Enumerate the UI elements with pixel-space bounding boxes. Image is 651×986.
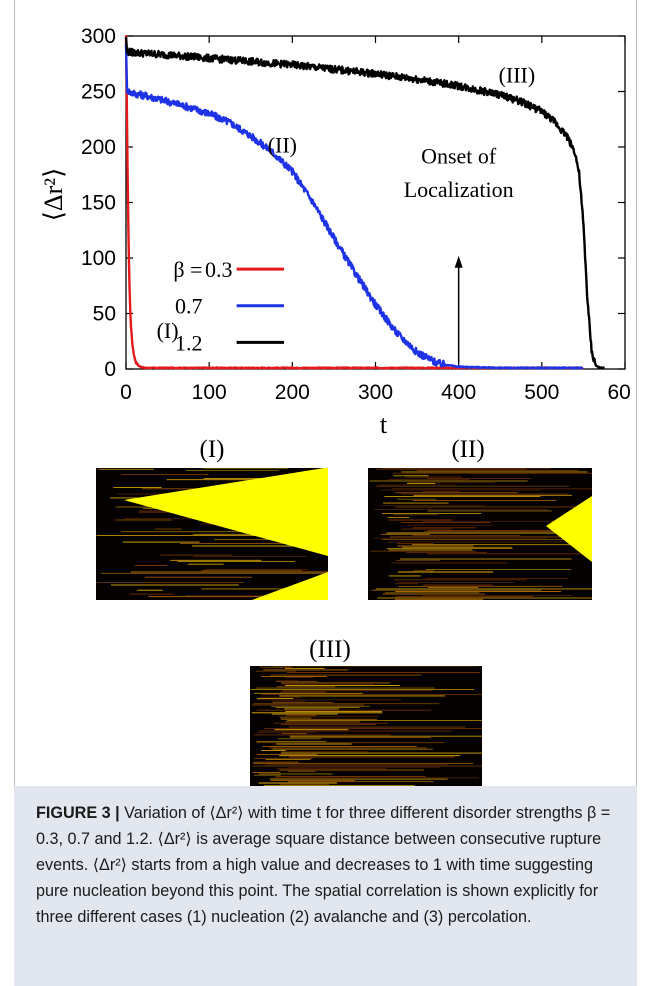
- nucleation-triangle-lower: [252, 572, 328, 600]
- annotation-line-2: Localization: [404, 177, 514, 202]
- legend-label-0.3: 0.3: [205, 257, 233, 282]
- x-tick-label: 400: [441, 381, 476, 404]
- x-tick-label: 100: [192, 381, 227, 404]
- main-chart: 0 100 200 300 400 500 600 0 50 100 150 200 250 300 t ⟨Δ…: [40, 25, 630, 438]
- curve-label-2: (II): [268, 133, 297, 158]
- series-line-1.2: [124, 36, 605, 370]
- avalanche-triangle: [546, 496, 592, 562]
- panel-avalanche: [368, 468, 592, 600]
- nucleation-triangle: [124, 468, 328, 556]
- panel-label-2: (II): [451, 436, 485, 463]
- y-tick-label: 150: [81, 192, 116, 215]
- panel-percolation: [250, 666, 482, 798]
- caption-text: Variation of ⟨Δr²⟩ with time t for three…: [36, 804, 611, 926]
- y-tick-label: 100: [81, 247, 116, 270]
- y-tick-label: 0: [104, 358, 116, 381]
- legend-label-1.2: 1.2: [175, 330, 203, 355]
- page-frame: [14, 0, 637, 986]
- y-tick-label: 250: [81, 81, 116, 104]
- y-tick-label: 50: [93, 303, 116, 326]
- plot-frame: [125, 35, 626, 370]
- y-axis-label: ⟨Δr²⟩: [40, 168, 68, 221]
- x-tick-label: 200: [275, 381, 310, 404]
- panel-label-3: (III): [309, 636, 351, 663]
- panel-percolation-image: [250, 666, 482, 798]
- curve-label-1: (I): [157, 318, 179, 343]
- panel-nucleation: [96, 468, 328, 600]
- caption-figure-label: FIGURE 3 |: [36, 804, 120, 822]
- x-tick-label: 300: [358, 381, 393, 404]
- x-tick-label: 600: [607, 381, 630, 404]
- panel-avalanche-image: [368, 468, 592, 600]
- y-tick-label: 300: [81, 25, 116, 48]
- annotation-line-1: Onset of: [421, 144, 497, 169]
- panel-label-1: (I): [199, 436, 225, 463]
- legend-label-0.7: 0.7: [175, 294, 203, 319]
- panel-nucleation-image: [96, 468, 328, 600]
- legend-title: β =: [173, 257, 202, 282]
- curve-label-3: (III): [499, 63, 536, 88]
- x-tick-label: 500: [524, 381, 559, 404]
- x-axis-label: t: [380, 410, 388, 438]
- annotation-arrow-head: [454, 255, 463, 268]
- series-line-0.7: [124, 44, 584, 370]
- x-tick-label: 0: [120, 381, 132, 404]
- y-tick-label: 200: [81, 136, 116, 159]
- figure-caption: FIGURE 3 | Variation of ⟨Δr²⟩ with time …: [14, 786, 637, 986]
